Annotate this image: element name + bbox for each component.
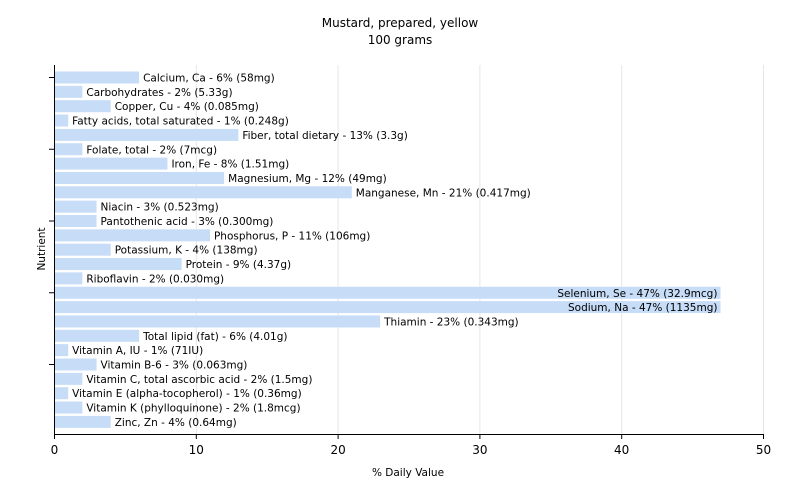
bars: Calcium, Ca - 6% (58mg) Carbohydrates - 2… [55,71,721,429]
bar-label: Selenium, Se - 47% (32.9mcg) [557,288,717,300]
bar-label: Fiber, total dietary - 13% (3.3g) [242,130,407,142]
bar [55,243,111,256]
bar-label: Vitamin E (alpha-tocopherol) - 1% (0.36m… [72,388,302,400]
x-tick-label: 40 [614,443,629,457]
bar [55,315,381,328]
bar-label: Carbohydrates - 2% (5.33g) [86,87,232,99]
bar [55,85,83,98]
bar-label: Magnesium, Mg - 12% (49mg) [228,173,387,185]
bar-label: Vitamin K (phylloquinone) - 2% (1.8mcg) [86,403,300,415]
bar-label: Zinc, Zn - 4% (0.64mg) [115,417,237,429]
bar [55,401,83,414]
bar [55,157,168,170]
bar [55,286,721,299]
bar-label: Folate, total - 2% (7mcg) [86,144,217,156]
bar [55,71,140,84]
bar-label: Sodium, Na - 47% (1135mg) [568,302,717,314]
x-tick-label: 30 [472,443,487,457]
bar-label: Vitamin B-6 - 3% (0.063mg) [101,360,248,372]
bar [55,272,83,285]
bar [55,344,69,357]
x-tick-label: 50 [756,443,771,457]
bar [55,415,111,428]
bar [55,301,721,314]
bar [55,171,225,184]
plot-area [54,65,763,434]
bar-label: Vitamin C, total ascorbic acid - 2% (1.5… [86,374,312,386]
bar [55,387,69,400]
chart-subtitle: 100 grams [368,33,433,47]
axes: 0 10 20 30 40 50 [49,65,771,457]
bar-label: Vitamin A, IU - 1% (71IU) [72,345,203,357]
x-axis-title: % Daily Value [372,467,444,479]
bar-label: Thiamin - 23% (0.343mg) [383,316,519,328]
bar [55,114,69,127]
bar [55,200,97,213]
bar [55,186,352,199]
bar [55,258,182,271]
bar-label: Riboflavin - 2% (0.030mg) [86,273,224,285]
bar-label: Phosphorus, P - 11% (106mg) [214,230,370,242]
bar-label: Pantothenic acid - 3% (0.300mg) [101,216,274,228]
x-tick-label: 20 [330,443,345,457]
bar [55,329,140,342]
bar [55,229,210,242]
bar-label: Potassium, K - 4% (138mg) [115,245,258,257]
bar [55,128,239,141]
x-tick-label: 10 [189,443,204,457]
x-tick-label: 0 [51,443,59,457]
bar [55,358,97,371]
chart-title: Mustard, prepared, yellow [322,16,479,30]
y-axis-title: Nutrient [36,227,48,270]
bar [55,143,83,156]
bar [55,372,83,385]
bar-label: Protein - 9% (4.37g) [186,259,292,271]
bar-label: Fatty acids, total saturated - 1% (0.248… [72,116,289,128]
gridlines [195,65,764,434]
bar [55,215,97,227]
bar-label: Copper, Cu - 4% (0.085mg) [115,101,259,113]
bar-label: Manganese, Mn - 21% (0.417mg) [356,187,531,199]
bar-label: Calcium, Ca - 6% (58mg) [143,73,275,85]
bar-label: Iron, Fe - 8% (1.51mg) [171,159,289,171]
bar [55,100,111,113]
bar-label: Total lipid (fat) - 6% (4.01g) [142,331,287,343]
bar-label: Niacin - 3% (0.523mg) [101,202,219,214]
